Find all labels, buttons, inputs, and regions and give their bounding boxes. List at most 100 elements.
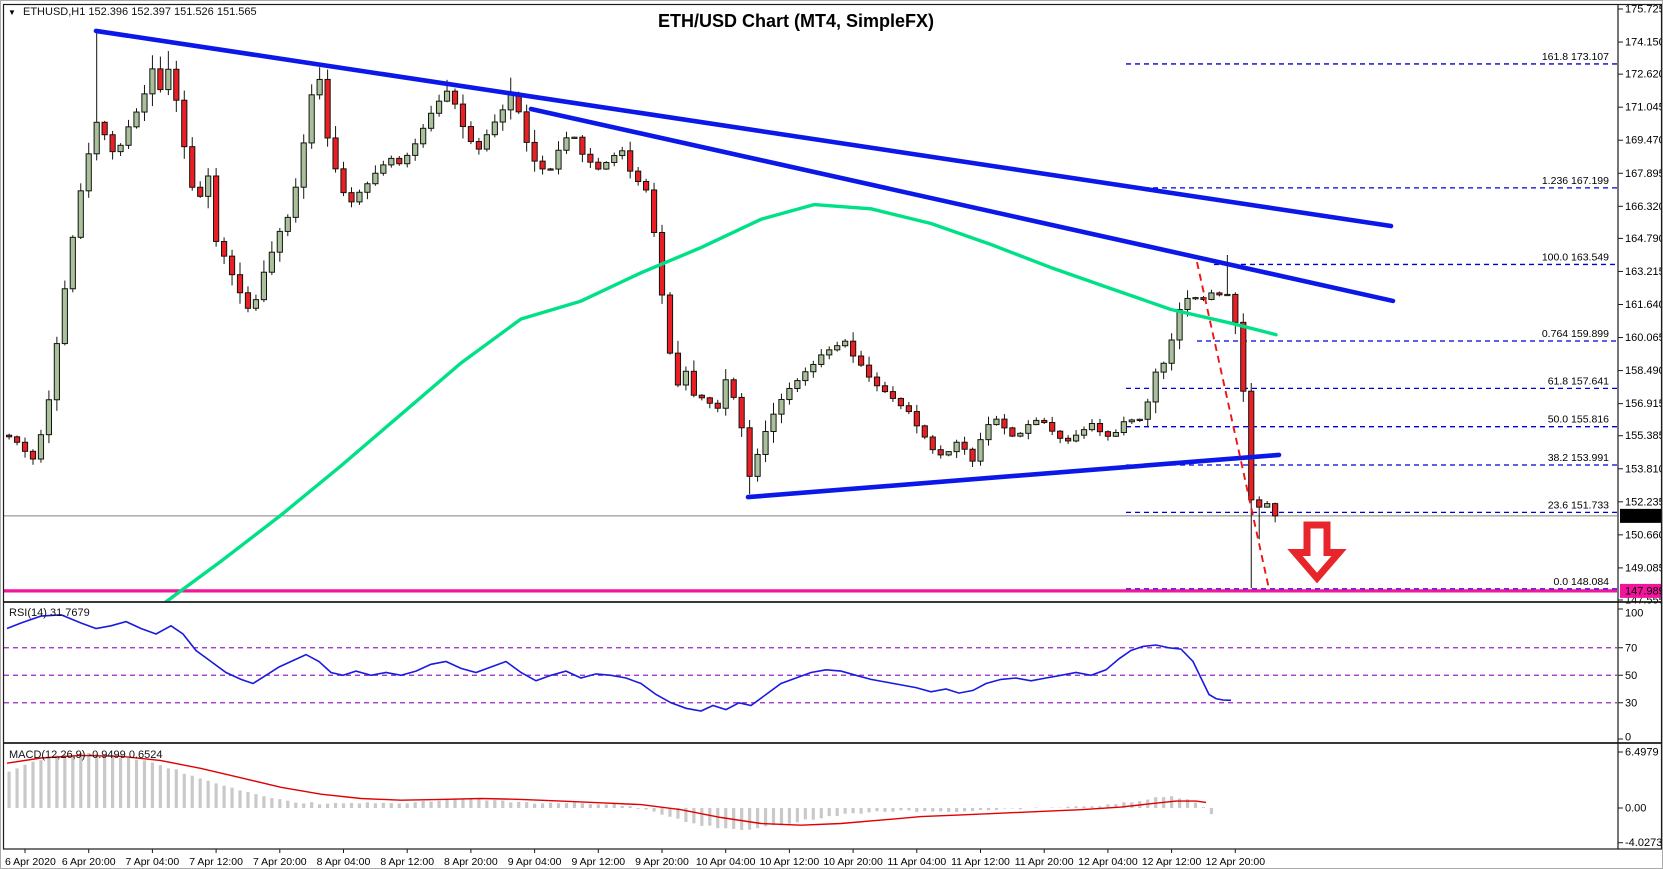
trendlines[interactable] <box>93 28 1396 500</box>
bull-candle <box>802 367 809 386</box>
macd-histogram-bar <box>1018 808 1022 810</box>
fib-level-label: 1.236 167.199 <box>1542 175 1609 187</box>
time-tick-label: 6 Apr 2020 <box>5 856 56 868</box>
macd-histogram-bar <box>612 803 616 808</box>
macd-histogram-bar <box>1114 804 1118 808</box>
bear-candle <box>850 332 857 363</box>
bull-candle <box>611 152 618 167</box>
macd-histogram-bar <box>1122 802 1126 808</box>
macd-histogram-bar <box>318 804 322 808</box>
macd-histogram-bar <box>1066 806 1070 808</box>
macd-histogram-bar <box>779 808 784 826</box>
candle-body <box>1160 362 1167 373</box>
candle-body <box>1049 422 1056 432</box>
bear-candle <box>937 445 944 459</box>
bull-candle <box>372 165 379 186</box>
bear-candle <box>21 437 29 458</box>
candle-body <box>865 364 873 378</box>
candle-body <box>37 434 45 460</box>
price-axis[interactable]: 175.725 174.150 172.620 171.045 169.470 167.8… <box>1617 4 1663 850</box>
macd-histogram-bar <box>47 757 51 808</box>
time-axis[interactable]: 6 Apr 2020 6 Apr 20:00 7 Apr 04:00 7 Apr 12… <box>5 849 1265 868</box>
bull-candle <box>125 119 132 149</box>
candle-body <box>340 168 347 194</box>
macd-histogram-bar <box>118 757 123 808</box>
rsi-indicator-label: RSI(14) 31.7679 <box>9 607 90 619</box>
candle-body <box>213 175 220 242</box>
fibonacci-retracement[interactable]: 161.8 173.107 1.236 167.199 100.0 163.549 0… <box>1126 51 1618 590</box>
bull-candle <box>276 227 283 262</box>
bull-candle <box>1128 418 1135 425</box>
macd-histogram-bar <box>310 802 314 808</box>
trendline-upper-descending-2[interactable] <box>528 106 1396 304</box>
trendline-rising-support[interactable] <box>745 452 1282 500</box>
candle-body <box>276 230 283 253</box>
bear-candle <box>101 120 108 141</box>
candle-body <box>1208 292 1215 300</box>
bull-candle <box>308 84 315 149</box>
bear-candle <box>6 433 13 440</box>
price-tick-label: 150.660 <box>1625 529 1663 541</box>
macd-histogram-bar <box>182 773 186 808</box>
rsi-panel[interactable] <box>4 613 1618 712</box>
macd-panel[interactable] <box>6 753 1214 830</box>
macd-histogram-bar <box>915 808 919 812</box>
candle-body <box>778 399 785 415</box>
macd-histogram-bar <box>867 808 871 813</box>
candle-body <box>857 355 865 366</box>
candle-body <box>77 190 84 238</box>
macd-histogram-bar <box>676 808 680 819</box>
macd-histogram-bar <box>349 802 354 808</box>
candle-body <box>619 150 626 157</box>
bear-candle <box>459 94 467 139</box>
moving-average-line[interactable] <box>162 202 1278 604</box>
candle-body <box>881 385 889 393</box>
macd-scale-label: 6.4979 <box>1625 747 1659 759</box>
projection-dashed-line[interactable] <box>1196 261 1270 590</box>
macd-histogram-bar <box>509 802 513 808</box>
down-arrow-annotation[interactable] <box>1287 521 1347 584</box>
bear-candle <box>173 60 180 112</box>
candle-body <box>53 343 60 401</box>
candle-body <box>786 387 793 401</box>
bear-candle <box>197 181 204 198</box>
candle-body <box>587 153 594 163</box>
candle-body <box>236 274 244 294</box>
bear-candle <box>1200 296 1207 302</box>
candle-body <box>356 191 363 203</box>
macd-histogram-bar <box>628 806 632 808</box>
candle-body <box>507 93 514 111</box>
macd-histogram-bar <box>333 802 338 808</box>
bull-candle <box>491 114 498 138</box>
macd-histogram-bar <box>963 808 967 812</box>
macd-histogram-bar <box>771 808 776 826</box>
macd-histogram-bar <box>596 804 600 808</box>
trendline-upper-descending-1[interactable] <box>93 28 1394 229</box>
candle-body <box>850 340 857 357</box>
candle-body <box>547 168 554 171</box>
bear-candle <box>873 372 881 392</box>
bear-candle <box>897 397 904 410</box>
symbol-dropdown-icon[interactable]: ▼ <box>8 8 16 17</box>
candle-body <box>945 451 952 456</box>
bear-candle <box>1216 291 1223 297</box>
candle-body <box>770 413 777 433</box>
candle-body <box>1112 432 1119 437</box>
bear-candle <box>1104 430 1112 441</box>
candle-body <box>324 78 331 139</box>
bear-candle <box>666 292 674 355</box>
candle-body <box>1152 371 1159 403</box>
candle-body <box>21 441 29 452</box>
macd-histogram-bar <box>891 808 895 812</box>
bear-candle <box>189 137 196 191</box>
price-tick-label: 174.150 <box>1625 37 1663 49</box>
main-price-panel[interactable]: 161.8 173.107 1.236 167.199 100.0 163.549 0… <box>4 28 1618 604</box>
candle-body <box>6 434 13 438</box>
macd-histogram-bar <box>763 808 768 827</box>
price-tick-label: 163.215 <box>1625 266 1663 278</box>
macd-histogram-bar <box>708 808 712 826</box>
macd-histogram-bar <box>405 803 409 808</box>
candle-body <box>252 299 260 309</box>
